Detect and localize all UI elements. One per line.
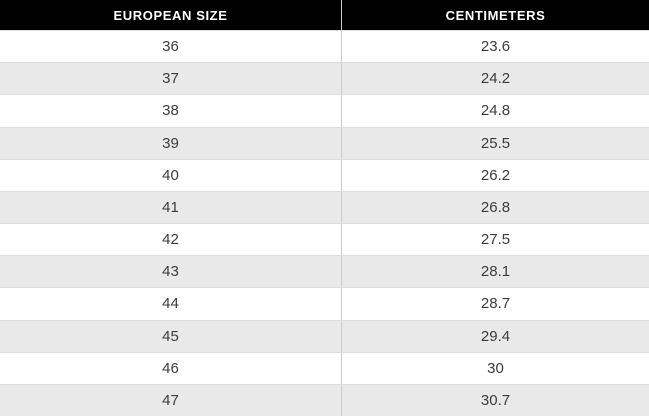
table-row: 37 24.2 [0, 62, 649, 95]
table-row: 42 27.5 [0, 223, 649, 256]
centimeters-cell: 30.7 [341, 384, 649, 416]
european-size-cell: 45 [162, 327, 179, 345]
european-size-cell: 38 [162, 102, 179, 120]
centimeters-cell: 30 [341, 352, 649, 384]
column-header-european-size: EUROPEAN SIZE [113, 7, 228, 23]
centimeters-cell: 28.1 [341, 256, 649, 288]
centimeters-cell: 24.2 [341, 63, 649, 95]
table-row: 46 30 [0, 351, 649, 384]
centimeters-cell: 23.6 [341, 31, 649, 63]
table-row: 47 30.7 [0, 383, 649, 416]
centimeters-cell: 26.2 [341, 159, 649, 191]
european-size-cell: 46 [162, 359, 179, 377]
table-row: 36 23.6 [0, 30, 649, 63]
european-size-cell: 43 [162, 263, 179, 281]
centimeters-cell: 27.5 [341, 224, 649, 256]
european-size-cell: 37 [162, 70, 179, 88]
european-size-cell: 42 [162, 231, 179, 249]
table-row: 38 24.8 [0, 94, 649, 127]
table-row: 44 28.7 [0, 287, 649, 320]
table-row: 43 28.1 [0, 255, 649, 288]
european-size-cell: 44 [162, 295, 179, 313]
european-size-cell: 47 [162, 391, 179, 409]
centimeters-cell: 24.8 [341, 95, 649, 127]
centimeters-cell: 29.4 [341, 320, 649, 352]
centimeters-cell: 28.7 [341, 288, 649, 320]
table-header-row: EUROPEAN SIZE CENTIMETERS [0, 0, 649, 30]
column-header-centimeters: CENTIMETERS [341, 0, 649, 30]
european-size-cell: 41 [162, 198, 179, 216]
centimeters-cell: 25.5 [341, 127, 649, 159]
table-row: 41 26.8 [0, 190, 649, 224]
european-size-cell: 36 [162, 38, 179, 56]
european-size-cell: 39 [162, 134, 179, 152]
table-row: 39 25.5 [0, 126, 649, 159]
table-row: 45 29.4 [0, 319, 649, 352]
centimeters-cell: 26.8 [341, 191, 649, 224]
table-row: 40 26.2 [0, 158, 649, 191]
european-size-cell: 40 [162, 166, 179, 184]
table-body: 36 23.6 37 24.2 38 24.8 39 25.5 40 26.2 … [0, 30, 649, 416]
